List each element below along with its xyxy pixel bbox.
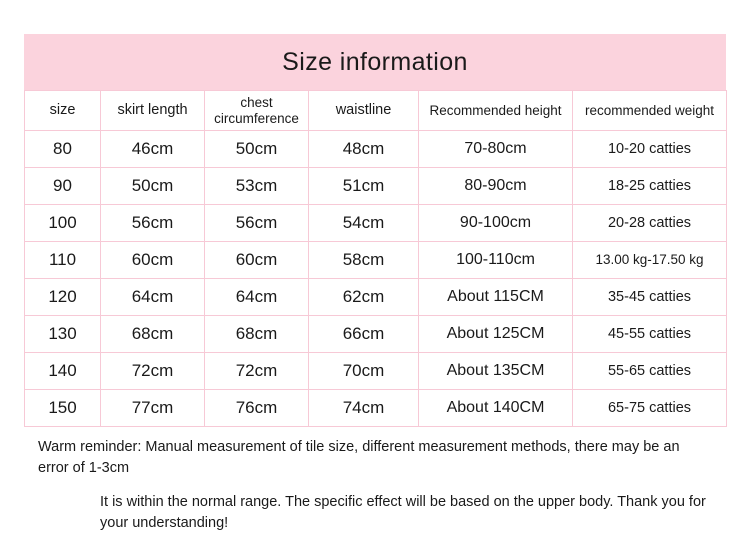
- cell-skirt-length: 46cm: [100, 130, 205, 168]
- cell-waistline: 70cm: [308, 352, 419, 390]
- cell-size: 140: [24, 352, 101, 390]
- cell-height: About 135CM: [418, 352, 573, 390]
- note-line-2: It is within the normal range. The speci…: [100, 494, 706, 531]
- page-title: Size information: [282, 47, 468, 76]
- size-information-card: Size information size skirt length chest…: [24, 34, 727, 531]
- table-row: 100 56cm 56cm 54cm 90-100cm 20-28 cattie…: [24, 204, 727, 242]
- cell-height: 90-100cm: [418, 204, 573, 242]
- cell-waistline: 66cm: [308, 315, 419, 353]
- cell-size: 130: [24, 315, 101, 353]
- cell-waistline: 74cm: [308, 389, 419, 427]
- size-table: size skirt length chest circumference wa…: [24, 90, 727, 427]
- cell-chest: 53cm: [204, 167, 309, 205]
- cell-waistline: 58cm: [308, 241, 419, 279]
- cell-chest: 72cm: [204, 352, 309, 390]
- cell-height: 70-80cm: [418, 130, 573, 168]
- column-header-size: size: [24, 90, 101, 131]
- note-line-1: Warm reminder: Manual measurement of til…: [38, 439, 680, 476]
- cell-skirt-length: 64cm: [100, 278, 205, 316]
- table-row: 140 72cm 72cm 70cm About 135CM 55-65 cat…: [24, 352, 727, 390]
- table-header: size skirt length chest circumference wa…: [24, 90, 727, 131]
- cell-weight: 10-20 catties: [572, 130, 727, 168]
- column-header-recommended-weight: recommended weight: [572, 90, 727, 131]
- table-row: 110 60cm 60cm 58cm 100-110cm 13.00 kg-17…: [24, 241, 727, 279]
- cell-chest: 76cm: [204, 389, 309, 427]
- cell-skirt-length: 72cm: [100, 352, 205, 390]
- cell-waistline: 54cm: [308, 204, 419, 242]
- table-row: 80 46cm 50cm 48cm 70-80cm 10-20 catties: [24, 130, 727, 168]
- cell-size: 100: [24, 204, 101, 242]
- cell-chest: 64cm: [204, 278, 309, 316]
- cell-waistline: 62cm: [308, 278, 419, 316]
- cell-chest: 50cm: [204, 130, 309, 168]
- cell-weight: 13.00 kg-17.50 kg: [572, 241, 727, 279]
- cell-size: 120: [24, 278, 101, 316]
- cell-waistline: 51cm: [308, 167, 419, 205]
- cell-size: 110: [24, 241, 101, 279]
- cell-skirt-length: 60cm: [100, 241, 205, 279]
- table-row: 130 68cm 68cm 66cm About 125CM 45-55 cat…: [24, 315, 727, 353]
- cell-waistline: 48cm: [308, 130, 419, 168]
- cell-weight: 65-75 catties: [572, 389, 727, 427]
- cell-height: 100-110cm: [418, 241, 573, 279]
- cell-height: About 115CM: [418, 278, 573, 316]
- cell-chest: 68cm: [204, 315, 309, 353]
- cell-chest: 56cm: [204, 204, 309, 242]
- cell-height: 80-90cm: [418, 167, 573, 205]
- cell-weight: 18-25 catties: [572, 167, 727, 205]
- cell-skirt-length: 50cm: [100, 167, 205, 205]
- table-row: 150 77cm 76cm 74cm About 140CM 65-75 cat…: [24, 389, 727, 427]
- cell-chest: 60cm: [204, 241, 309, 279]
- cell-weight: 20-28 catties: [572, 204, 727, 242]
- column-header-skirt-length: skirt length: [100, 90, 205, 131]
- column-header-chest-circumference: chest circumference: [204, 90, 309, 131]
- cell-height: About 140CM: [418, 389, 573, 427]
- table-row: 120 64cm 64cm 62cm About 115CM 35-45 cat…: [24, 278, 727, 316]
- column-header-waistline: waistline: [308, 90, 419, 131]
- cell-skirt-length: 68cm: [100, 315, 205, 353]
- cell-skirt-length: 77cm: [100, 389, 205, 427]
- table-body: 80 46cm 50cm 48cm 70-80cm 10-20 catties …: [24, 130, 727, 427]
- cell-size: 80: [24, 130, 101, 168]
- warm-reminder-note: Warm reminder: Manual measurement of til…: [24, 427, 726, 533]
- cell-weight: 45-55 catties: [572, 315, 727, 353]
- cell-weight: 35-45 catties: [572, 278, 727, 316]
- cell-size: 90: [24, 167, 101, 205]
- cell-skirt-length: 56cm: [100, 204, 205, 242]
- title-bar: Size information: [24, 34, 726, 90]
- column-header-recommended-height: Recommended height: [418, 90, 573, 131]
- cell-weight: 55-65 catties: [572, 352, 727, 390]
- cell-size: 150: [24, 389, 101, 427]
- cell-height: About 125CM: [418, 315, 573, 353]
- table-row: 90 50cm 53cm 51cm 80-90cm 18-25 catties: [24, 167, 727, 205]
- table-header-row: size skirt length chest circumference wa…: [24, 90, 727, 131]
